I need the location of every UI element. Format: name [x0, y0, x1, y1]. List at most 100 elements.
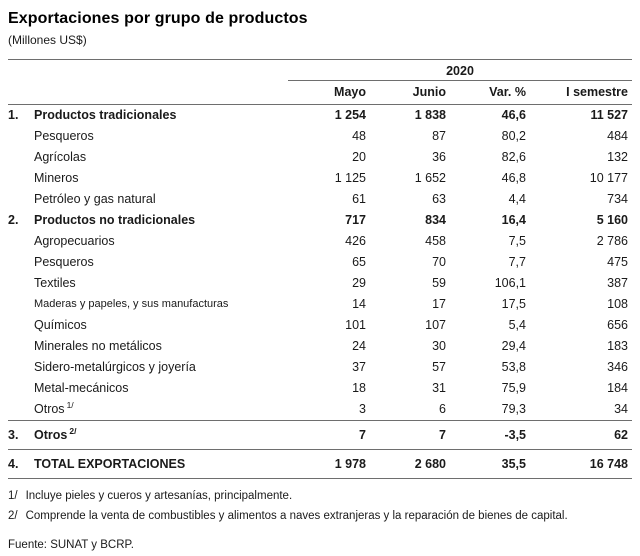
footnote-2-marker: 2/ — [8, 509, 18, 522]
value-cell: 14 — [352, 297, 366, 311]
value-cell: 61 — [352, 192, 366, 206]
row-label-text: Maderas y papeles, y sus manufacturas — [34, 298, 229, 310]
year-row-spacer — [8, 59, 288, 81]
column-header-semestre: I semestre — [530, 80, 632, 105]
row-label: 3. Otros 2/ — [8, 420, 288, 450]
year-header: 2020 — [288, 59, 632, 81]
value-cell: 6 — [439, 402, 446, 416]
value-cell: 11 527 — [590, 108, 628, 122]
value-cell: 36 — [432, 150, 446, 164]
row-label: Otros 1/ — [8, 399, 288, 421]
page-title: Exportaciones por grupo de productos — [8, 10, 308, 27]
page-subtitle: (Millones US$) — [8, 33, 87, 47]
row-number: 2. — [8, 213, 19, 227]
value-cell: 35,5 — [450, 449, 530, 479]
row-label-text: Agropecuarios — [34, 234, 115, 248]
table-row: Agropecuarios 426 458 7,5 2 786 — [8, 231, 632, 252]
value-cell: 101 — [345, 318, 366, 332]
value-cell: 16,4 — [501, 213, 526, 227]
row-label: Mineros — [8, 168, 288, 189]
value-cell: 183 — [607, 339, 628, 353]
value-cell: 75,9 — [501, 381, 526, 395]
row-label: Textiles — [8, 273, 288, 294]
value-cell: 17 — [432, 297, 446, 311]
value-cell: 1 652 — [414, 171, 446, 185]
row-label-text: Sidero-metalúrgicos y joyería — [34, 360, 196, 374]
row-label: 1. Productos tradicionales — [8, 105, 288, 127]
value-cell: 2 680 — [370, 449, 450, 479]
table-row: Petróleo y gas natural 61 63 4,4 734 — [8, 189, 632, 210]
value-cell: 30 — [432, 339, 446, 353]
row-label-text: Petróleo y gas natural — [34, 192, 156, 206]
value-cell: 426 — [345, 234, 366, 248]
value-cell: 656 — [607, 318, 628, 332]
value-cell: 184 — [607, 381, 628, 395]
value-cell: 20 — [352, 150, 366, 164]
row-label: Sidero-metalúrgicos y joyería — [8, 357, 288, 378]
table-row: 3. Otros 2/7 7 -3,5 62 — [8, 420, 632, 450]
row-label: Metal-mecánicos — [8, 378, 288, 399]
value-cell: 18 — [352, 381, 366, 395]
column-header-row: Mayo Junio Var. % I semestre — [8, 80, 632, 105]
value-cell: 53,8 — [501, 360, 526, 374]
label-column-header — [8, 80, 288, 105]
value-cell: -3,5 — [450, 420, 530, 450]
row-label: Agrícolas — [8, 147, 288, 168]
value-cell: 87 — [432, 129, 446, 143]
table-row: 1. Productos tradicionales 1 254 1 838 46,6 1… — [8, 105, 632, 127]
row-label: 2. Productos no tradicionales — [8, 210, 288, 231]
value-cell: 17,5 — [501, 297, 526, 311]
table-row: Textiles 29 59 106,1 387 — [8, 273, 632, 294]
value-cell: 5 160 — [596, 213, 628, 227]
footnote-1-marker: 1/ — [8, 490, 18, 502]
value-cell: 107 — [425, 318, 446, 332]
value-cell: 10 177 — [589, 171, 628, 185]
value-cell: 1 978 — [288, 449, 370, 479]
value-cell: 46,6 — [501, 108, 526, 122]
row-label: Petróleo y gas natural — [8, 189, 288, 210]
value-cell: 3 — [359, 402, 366, 416]
row-label-text: Mineros — [34, 171, 79, 185]
value-cell: 29 — [352, 276, 366, 290]
row-label-text: Textiles — [34, 276, 76, 290]
value-cell: 62 — [530, 420, 632, 450]
value-cell: 2 786 — [596, 234, 628, 248]
value-cell: 24 — [352, 339, 366, 353]
value-cell: 31 — [432, 381, 446, 395]
value-cell: 7 — [370, 420, 450, 450]
row-number: 3. — [8, 428, 19, 442]
footnote-2: 2/Comprende la venta de combustibles y a… — [8, 508, 604, 526]
row-label-text: Productos tradicionales — [34, 108, 177, 122]
table-row: Pesqueros 48 87 80,2 484 — [8, 126, 632, 147]
value-cell: 37 — [352, 360, 366, 374]
footnote-reference: 2/ — [69, 425, 77, 436]
table-row: 4. TOTAL EXPORTACIONES 1 978 2 680 35,5 16 74… — [8, 449, 632, 479]
row-number: 4. — [8, 457, 19, 471]
value-cell: 80,2 — [501, 129, 526, 143]
value-cell: 16 748 — [530, 449, 632, 479]
column-header-mayo: Mayo — [288, 80, 370, 105]
value-cell: 387 — [607, 276, 628, 290]
row-label: Maderas y papeles, y sus manufacturas — [8, 294, 288, 315]
table-row: Agrícolas 20 36 82,6 132 — [8, 147, 632, 168]
value-cell: 70 — [432, 255, 446, 269]
source-note: Fuente: SUNAT y BCRP. — [8, 538, 134, 551]
value-cell: 82,6 — [501, 150, 526, 164]
value-cell: 57 — [432, 360, 446, 374]
row-label-text: Productos no tradicionales — [34, 213, 196, 227]
footnote-reference: 1/ — [66, 399, 74, 410]
value-cell: 1 254 — [334, 108, 366, 122]
row-label-text: Minerales no metálicos — [34, 339, 162, 353]
value-cell: 834 — [425, 213, 446, 227]
value-cell: 1 838 — [414, 108, 446, 122]
value-cell: 717 — [345, 213, 366, 227]
value-cell: 65 — [352, 255, 366, 269]
row-label-text: Químicos — [34, 318, 87, 332]
table-body: 1. Productos tradicionales 1 254 1 838 46,6 1… — [8, 105, 632, 479]
row-label: Pesqueros — [8, 126, 288, 147]
value-cell: 59 — [432, 276, 446, 290]
table-row: Maderas y papeles, y sus manufacturas 14 1… — [8, 294, 632, 315]
value-cell: 108 — [607, 297, 628, 311]
row-label: 4. TOTAL EXPORTACIONES — [8, 449, 288, 479]
